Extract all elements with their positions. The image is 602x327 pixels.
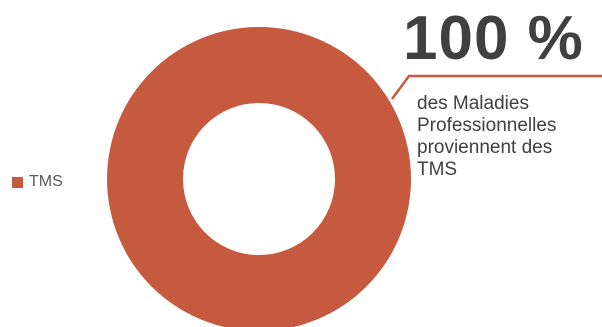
donut-slice-tms <box>107 27 411 327</box>
callout-description: des Maladies Professionnelles proviennen… <box>417 93 557 180</box>
chart-legend: TMS <box>12 173 63 191</box>
highlight-percentage: 100 % <box>403 4 584 73</box>
legend-label-tms: TMS <box>29 173 63 190</box>
legend-swatch-tms <box>12 176 23 188</box>
callout-leader-line <box>390 74 602 100</box>
